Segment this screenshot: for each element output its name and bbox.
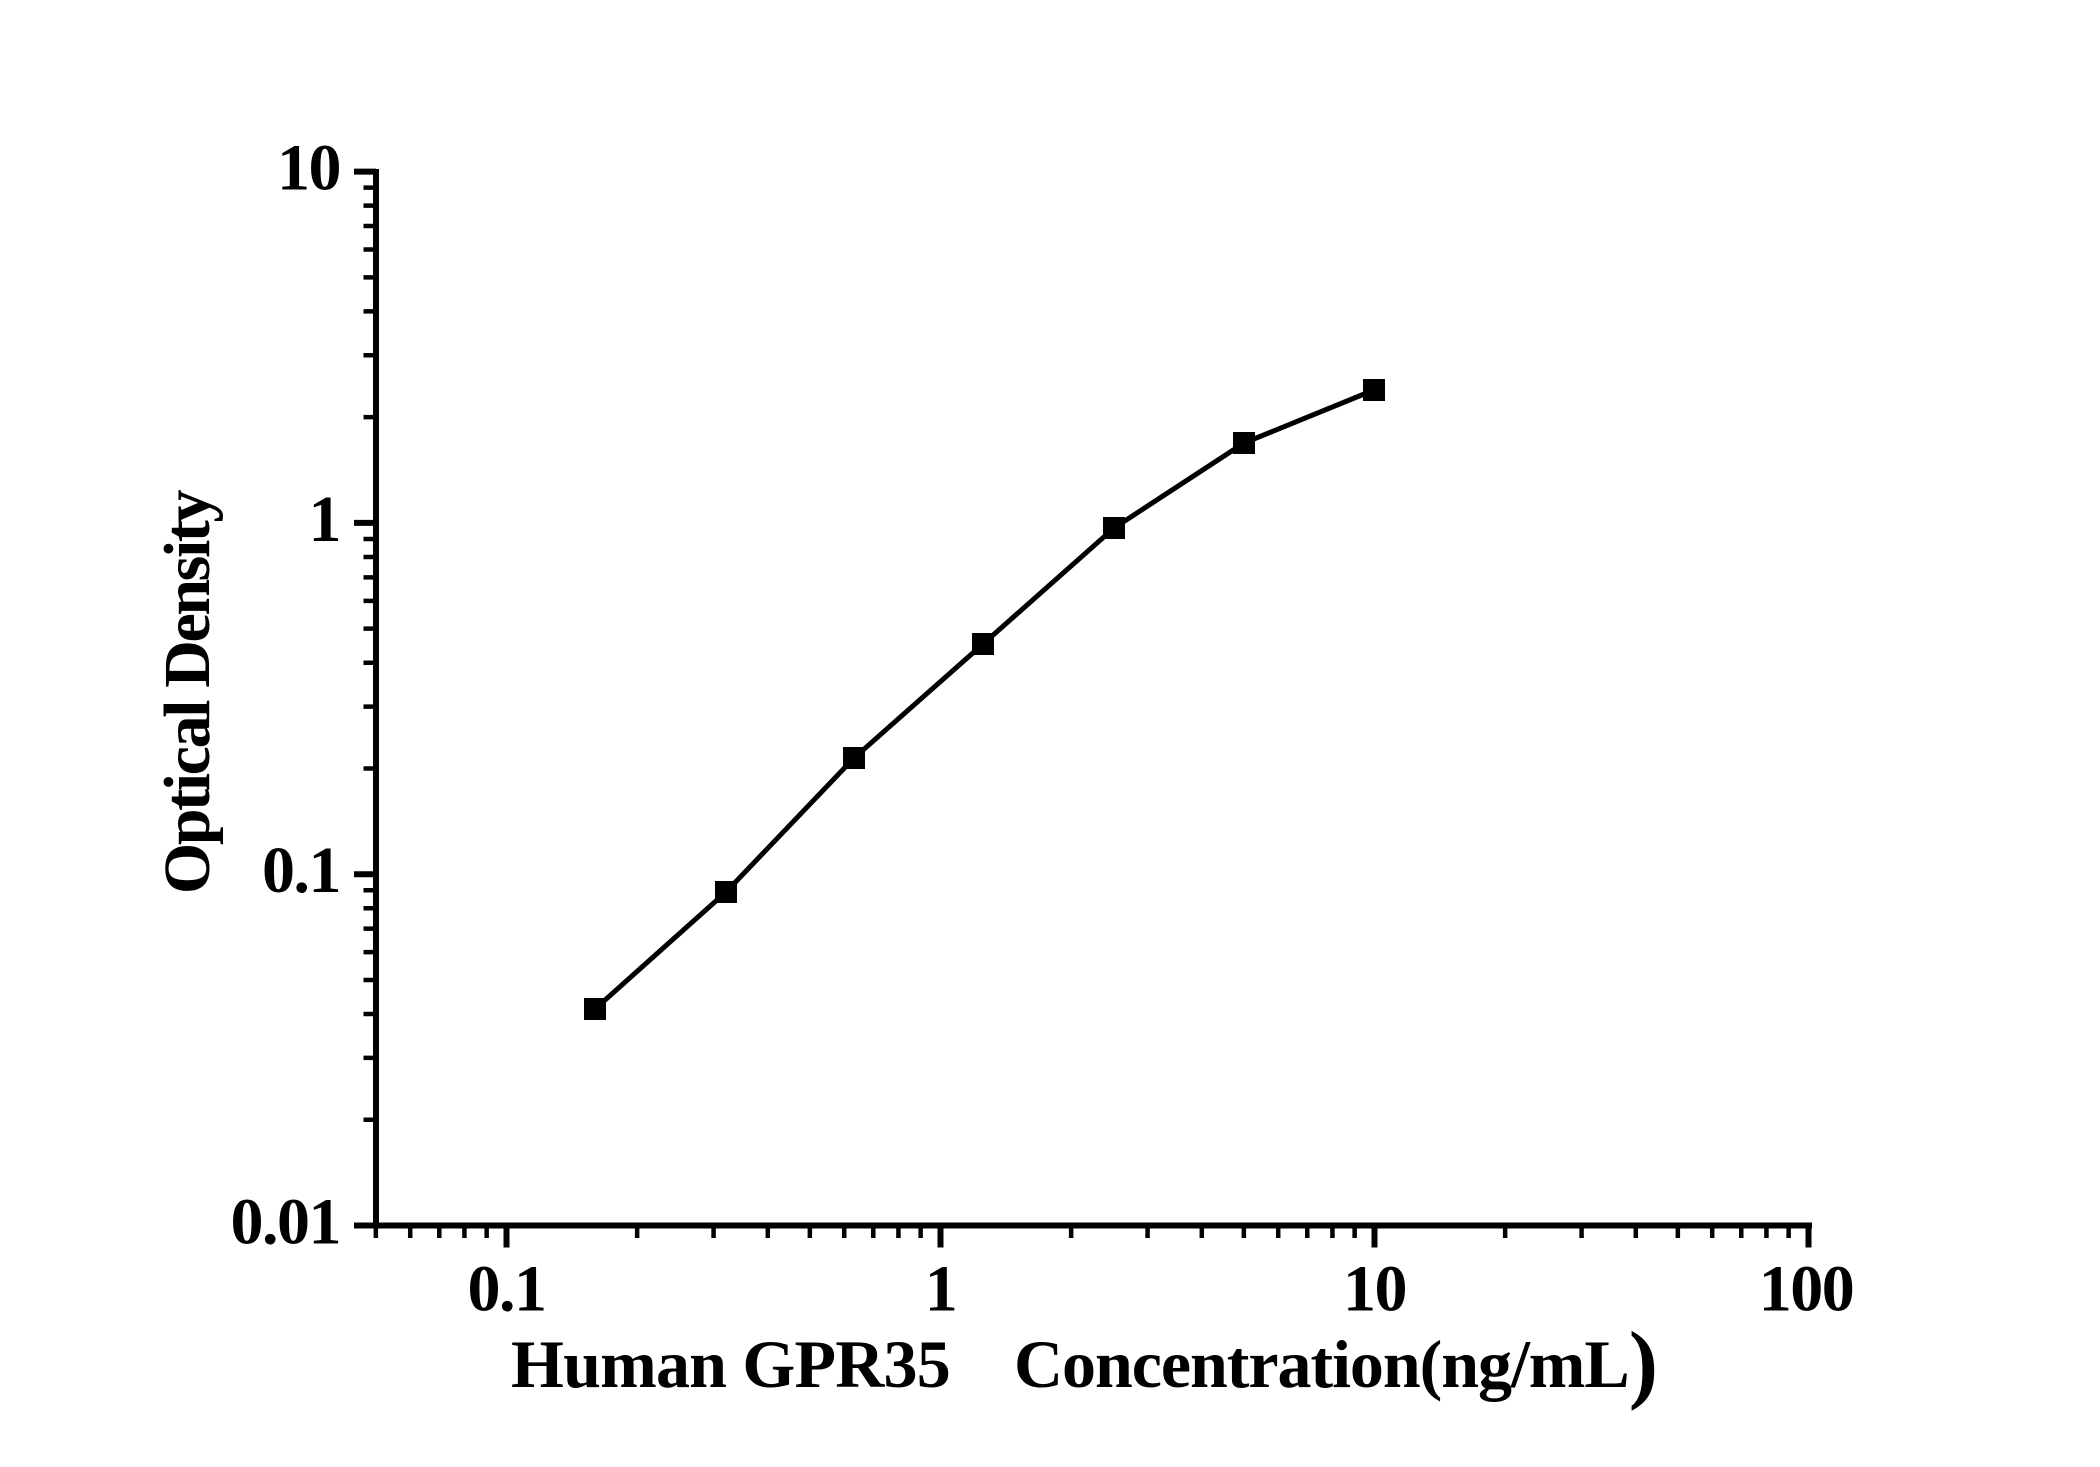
svg-text:10: 10 [1343, 1253, 1406, 1326]
svg-text:Concentration(ng/mL): Concentration(ng/mL) [1014, 1315, 1658, 1412]
svg-text:0.1: 0.1 [468, 1253, 546, 1326]
svg-text:100: 100 [1759, 1253, 1854, 1326]
svg-text:0.1: 0.1 [262, 834, 340, 907]
svg-text:1: 1 [309, 483, 341, 556]
svg-text:1: 1 [925, 1253, 957, 1326]
svg-text:0.01: 0.01 [231, 1186, 341, 1259]
svg-text:10: 10 [277, 132, 340, 205]
svg-text:Optical Density: Optical Density [151, 490, 224, 895]
svg-text:Human GPR35: Human GPR35 [511, 1326, 950, 1402]
